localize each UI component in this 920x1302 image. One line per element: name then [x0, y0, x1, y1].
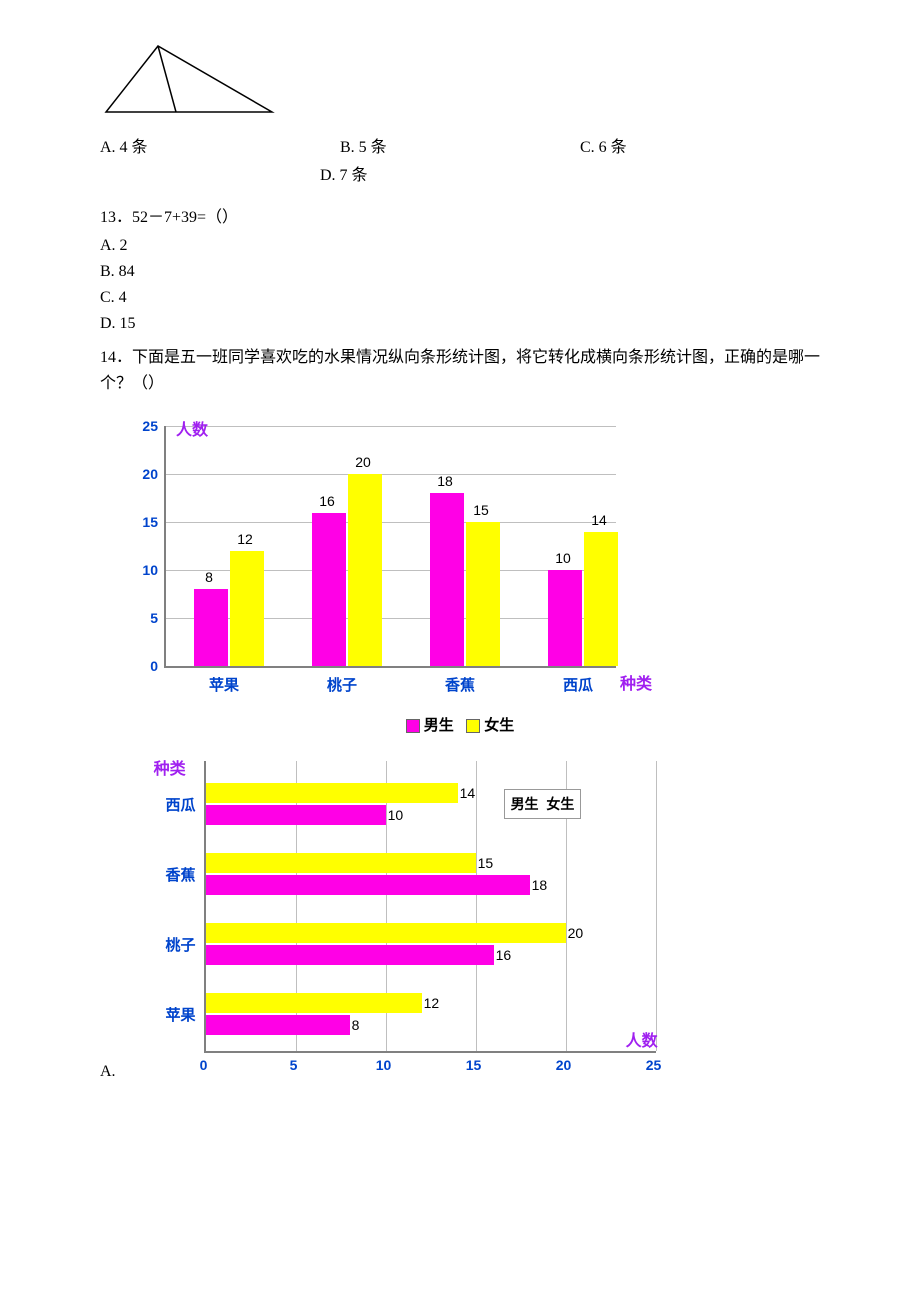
bar-value: 16: [496, 947, 526, 963]
bar-value: 15: [478, 855, 508, 871]
y-axis-title: 人数: [176, 416, 208, 440]
gridline: [166, 474, 616, 475]
x-axis-title: 人数: [626, 1027, 658, 1051]
bar-girls: [206, 993, 422, 1013]
y-axis-title: 种类: [154, 755, 186, 779]
q14-stem: 14．下面是五一班同学喜欢吃的水果情况纵向条形统计图，将它转化成横向条形统计图，…: [100, 345, 820, 396]
legend-boys-label: 男生: [511, 796, 539, 812]
category-label: 西瓜: [563, 674, 593, 695]
category-label: 香蕉: [445, 674, 475, 695]
bar-boys: [430, 493, 464, 666]
bar-value: 10: [548, 550, 578, 566]
bar-value: 14: [460, 785, 490, 801]
x-tick: 10: [372, 1057, 396, 1073]
y-tick: 25: [134, 418, 158, 434]
q13-option-b: B. 84: [100, 263, 820, 281]
vertical-bar-chart: 0 5 10 15 20 25 人数 8 12 苹果 16 20 桃子 18 15 香蕉 10 14 西瓜 种类: [110, 406, 670, 706]
q12-option-c: C. 6 条: [580, 133, 627, 157]
x-tick: 5: [282, 1057, 306, 1073]
gridline: [166, 522, 616, 523]
gridline: [166, 426, 616, 427]
x-tick: 15: [462, 1057, 486, 1073]
bar-boys: [548, 570, 582, 666]
option-a-prefix: A.: [100, 1063, 116, 1081]
bar-value: 16: [312, 493, 342, 509]
q12-option-a: A. 4 条: [100, 133, 340, 157]
bar-value: 10: [388, 807, 418, 823]
y-tick: 10: [134, 562, 158, 578]
legend-boys-label: 男生: [424, 717, 454, 734]
bar-girls: [466, 522, 500, 666]
h-legend: 男生 女生: [504, 789, 582, 819]
triangle-figure: [100, 40, 820, 125]
bar-value: 12: [424, 995, 454, 1011]
q12-option-b: B. 5 条: [340, 133, 580, 157]
bar-value: 20: [568, 925, 598, 941]
category-label: 桃子: [327, 674, 357, 695]
gridline: [656, 761, 657, 1051]
bar-boys: [206, 1015, 350, 1035]
y-tick: 15: [134, 514, 158, 530]
x-axis-title: 种类: [620, 670, 652, 694]
bar-boys: [206, 875, 530, 895]
bar-value: 15: [466, 502, 496, 518]
bar-value: 8: [194, 569, 224, 585]
legend-boys-swatch: [406, 719, 420, 733]
bar-girls: [584, 532, 618, 666]
bar-girls: [348, 474, 382, 666]
gridline: [476, 761, 477, 1051]
bar-value: 20: [348, 454, 378, 470]
horizontal-bar-chart-a: 0 5 10 15 20 25 种类 14 10 西瓜 15 18 香蕉 20 16 桃子 12 8 苹果人数 男生 …: [134, 751, 694, 1081]
y-tick: 5: [134, 610, 158, 626]
bar-boys: [206, 945, 494, 965]
x-tick: 0: [192, 1057, 216, 1073]
legend-girls-label: 女生: [546, 796, 574, 812]
bar-girls: [230, 551, 264, 666]
bar-value: 14: [584, 512, 614, 528]
q13-option-a: A. 2: [100, 237, 820, 255]
bar-value: 12: [230, 531, 260, 547]
bar-girls: [206, 853, 476, 873]
category-label: 苹果: [209, 674, 239, 695]
q13-option-c: C. 4: [100, 289, 820, 307]
q13-stem: 13．52－7+39=（）: [100, 203, 820, 227]
bar-value: 18: [532, 877, 562, 893]
category-label: 苹果: [152, 1004, 196, 1025]
vertical-chart-legend: 男生 女生: [100, 714, 820, 735]
bar-girls: [206, 783, 458, 803]
bar-boys: [194, 589, 228, 666]
q12-options-row1: A. 4 条 B. 5 条 C. 6 条: [100, 133, 820, 157]
category-label: 西瓜: [152, 794, 196, 815]
bar-value: 8: [352, 1017, 382, 1033]
y-tick: 20: [134, 466, 158, 482]
bar-value: 18: [430, 473, 460, 489]
x-tick: 25: [642, 1057, 666, 1073]
legend-girls-swatch: [466, 719, 480, 733]
q12-option-d: D. 7 条: [320, 161, 820, 185]
bar-girls: [206, 923, 566, 943]
v-plot-area: [164, 426, 616, 668]
bar-boys: [206, 805, 386, 825]
x-tick: 20: [552, 1057, 576, 1073]
legend-girls-label: 女生: [484, 717, 514, 734]
bar-boys: [312, 513, 346, 667]
category-label: 桃子: [152, 934, 196, 955]
y-tick: 0: [134, 658, 158, 674]
category-label: 香蕉: [152, 864, 196, 885]
q13-option-d: D. 15: [100, 315, 820, 333]
